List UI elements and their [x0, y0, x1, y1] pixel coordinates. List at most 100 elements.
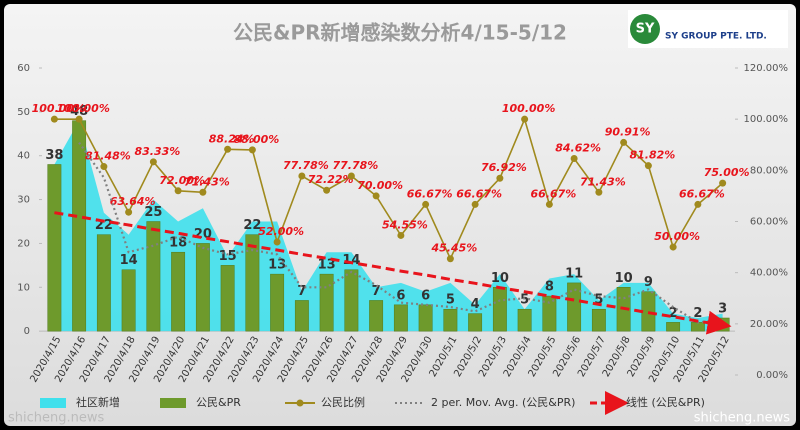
- y-tick-label: 60: [17, 63, 30, 74]
- data-label: 7: [297, 284, 306, 299]
- point: [273, 238, 281, 246]
- point: [669, 243, 677, 251]
- data-label: 13: [318, 258, 336, 273]
- bar: [591, 308, 606, 332]
- watermark: shicheng.news: [694, 411, 791, 426]
- bar: [319, 273, 334, 332]
- data-label: 54.55%: [382, 218, 428, 231]
- data-label: 100.00%: [56, 102, 109, 115]
- data-label: 5: [446, 293, 455, 308]
- data-label: 76.92%: [481, 161, 527, 174]
- data-label: 50.00%: [654, 230, 700, 243]
- data-label: 100.00%: [502, 102, 555, 115]
- data-label: 48: [70, 104, 88, 119]
- data-label: 7: [372, 284, 381, 299]
- point: [496, 174, 504, 182]
- point: [199, 188, 207, 196]
- point: [75, 115, 83, 123]
- data-label: 63.64%: [110, 195, 156, 208]
- point: [620, 138, 628, 146]
- point: [521, 115, 529, 123]
- data-label: 77.78%: [332, 159, 378, 172]
- legend-label: 公民&PR: [196, 396, 241, 409]
- bar: [517, 308, 532, 332]
- data-label: 88.24%: [209, 132, 255, 145]
- legend-swatch: [296, 399, 304, 407]
- data-label: 100.00%: [32, 102, 85, 115]
- legend-label: 公民比例: [321, 395, 365, 409]
- bar: [690, 322, 705, 332]
- point: [422, 200, 430, 208]
- bar: [146, 221, 161, 332]
- point: [595, 188, 603, 196]
- bar: [96, 234, 111, 332]
- data-label: 11: [565, 266, 583, 281]
- y-tick-label: 30: [17, 195, 30, 206]
- bar: [666, 322, 681, 332]
- data-label: 88.00%: [233, 133, 279, 146]
- data-label: 83.33%: [134, 145, 180, 158]
- bar: [270, 273, 285, 332]
- chart-title: 公民&PR新增感染数分析4/15-5/12: [233, 21, 567, 45]
- point: [323, 186, 331, 194]
- y-tick-label: 0: [24, 326, 30, 337]
- watermark: shicheng.news: [8, 411, 105, 426]
- bar: [195, 243, 210, 332]
- bar: [121, 269, 136, 332]
- data-label: 90.91%: [605, 125, 651, 138]
- y2-tick-label: 100.00%: [744, 114, 789, 125]
- trend-line: [54, 211, 732, 335]
- legend-label: 2 per. Mov. Avg. (公民&PR): [431, 396, 575, 409]
- data-label: 71.43%: [184, 175, 230, 188]
- data-label: 8: [545, 280, 554, 295]
- y2-tick-label: 0.00%: [756, 370, 788, 381]
- data-label: 10: [491, 271, 509, 286]
- logo-icon: [630, 14, 660, 44]
- bar: [418, 304, 433, 332]
- point: [372, 192, 380, 200]
- bar: [393, 304, 408, 332]
- point: [397, 231, 405, 239]
- bar: [220, 265, 235, 332]
- data-label: 2: [693, 306, 702, 321]
- y2-tick-label: 40.00%: [750, 268, 788, 279]
- line: [54, 116, 724, 261]
- data-label: 10: [615, 271, 633, 286]
- bar: [245, 234, 260, 332]
- y2-tick-label: 60.00%: [750, 217, 788, 228]
- logo-mark: SY: [636, 22, 655, 37]
- data-label: 4: [471, 297, 480, 312]
- y-tick-label: 20: [17, 238, 30, 249]
- bar: [492, 287, 507, 332]
- data-label: 25: [144, 205, 162, 220]
- legend-swatch: [160, 398, 186, 408]
- data-label: 15: [219, 249, 237, 264]
- point: [100, 163, 108, 171]
- bar: [443, 308, 458, 332]
- bar: [72, 120, 87, 332]
- data-label: 66.67%: [456, 187, 502, 200]
- bar: [344, 269, 359, 332]
- point: [174, 187, 182, 195]
- point: [125, 208, 133, 216]
- y-tick-label: 10: [17, 282, 30, 293]
- data-label: 3: [718, 301, 727, 316]
- bar: [567, 282, 582, 332]
- data-label: 66.67%: [530, 187, 576, 200]
- data-label: 77.78%: [283, 159, 329, 172]
- data-label: 13: [268, 258, 286, 273]
- point: [50, 115, 58, 123]
- bar: [542, 295, 557, 332]
- point: [694, 200, 702, 208]
- legend-swatch: [40, 398, 66, 408]
- data-label: 14: [120, 253, 138, 268]
- data-label: 9: [644, 275, 653, 290]
- data-label: 6: [396, 288, 405, 303]
- point: [545, 200, 553, 208]
- data-label: 2: [669, 306, 678, 321]
- point: [248, 146, 256, 154]
- point: [224, 145, 232, 153]
- bar: [369, 300, 384, 332]
- data-label: 71.43%: [580, 175, 626, 188]
